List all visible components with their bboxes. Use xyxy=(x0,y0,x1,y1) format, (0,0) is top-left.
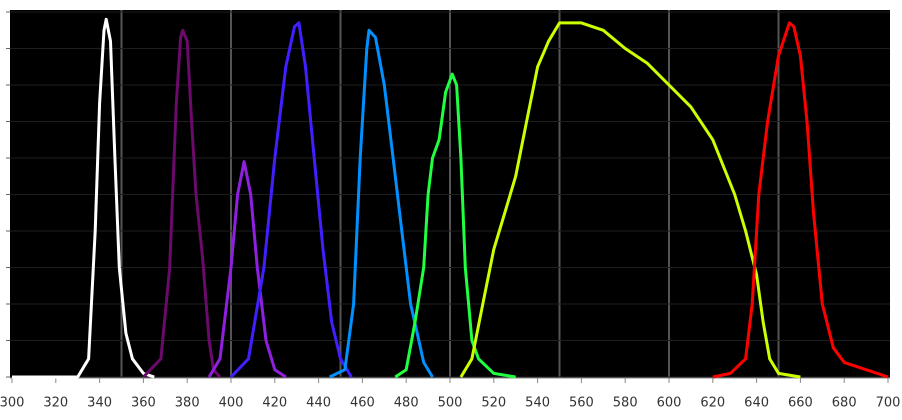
x-tick-label: 480 xyxy=(394,396,419,411)
x-tick-label: 700 xyxy=(876,396,901,411)
x-tick-label: 600 xyxy=(657,396,682,411)
x-tick-label: 620 xyxy=(700,396,725,411)
spectrum-line xyxy=(142,28,222,379)
x-tick-label: 560 xyxy=(569,396,594,411)
spectrum-line xyxy=(712,21,889,379)
x-tick-label: 340 xyxy=(87,396,112,411)
x-tick-label: 320 xyxy=(43,396,68,411)
x-tick-label: 420 xyxy=(262,396,287,411)
spectrum-line xyxy=(207,160,287,379)
spectrum-line xyxy=(229,21,353,379)
x-tick-label: 500 xyxy=(438,396,463,411)
x-tick-label: 640 xyxy=(744,396,769,411)
x-tick-label: 380 xyxy=(175,396,200,411)
x-tick-label: 580 xyxy=(613,396,638,411)
x-tick-label: 680 xyxy=(832,396,857,411)
x-tick-label: 300 xyxy=(0,396,24,411)
x-tick-label: 520 xyxy=(481,396,506,411)
x-tick-label: 660 xyxy=(788,396,813,411)
x-tick-label: 460 xyxy=(350,396,375,411)
x-tick-label: 360 xyxy=(131,396,156,411)
x-tick-label: 400 xyxy=(219,396,244,411)
spectrum-line xyxy=(12,17,155,379)
spectrum-line xyxy=(328,28,434,379)
x-tick-label: 440 xyxy=(306,396,331,411)
x-tick-label: 540 xyxy=(525,396,550,411)
spectrum-line xyxy=(459,21,801,379)
